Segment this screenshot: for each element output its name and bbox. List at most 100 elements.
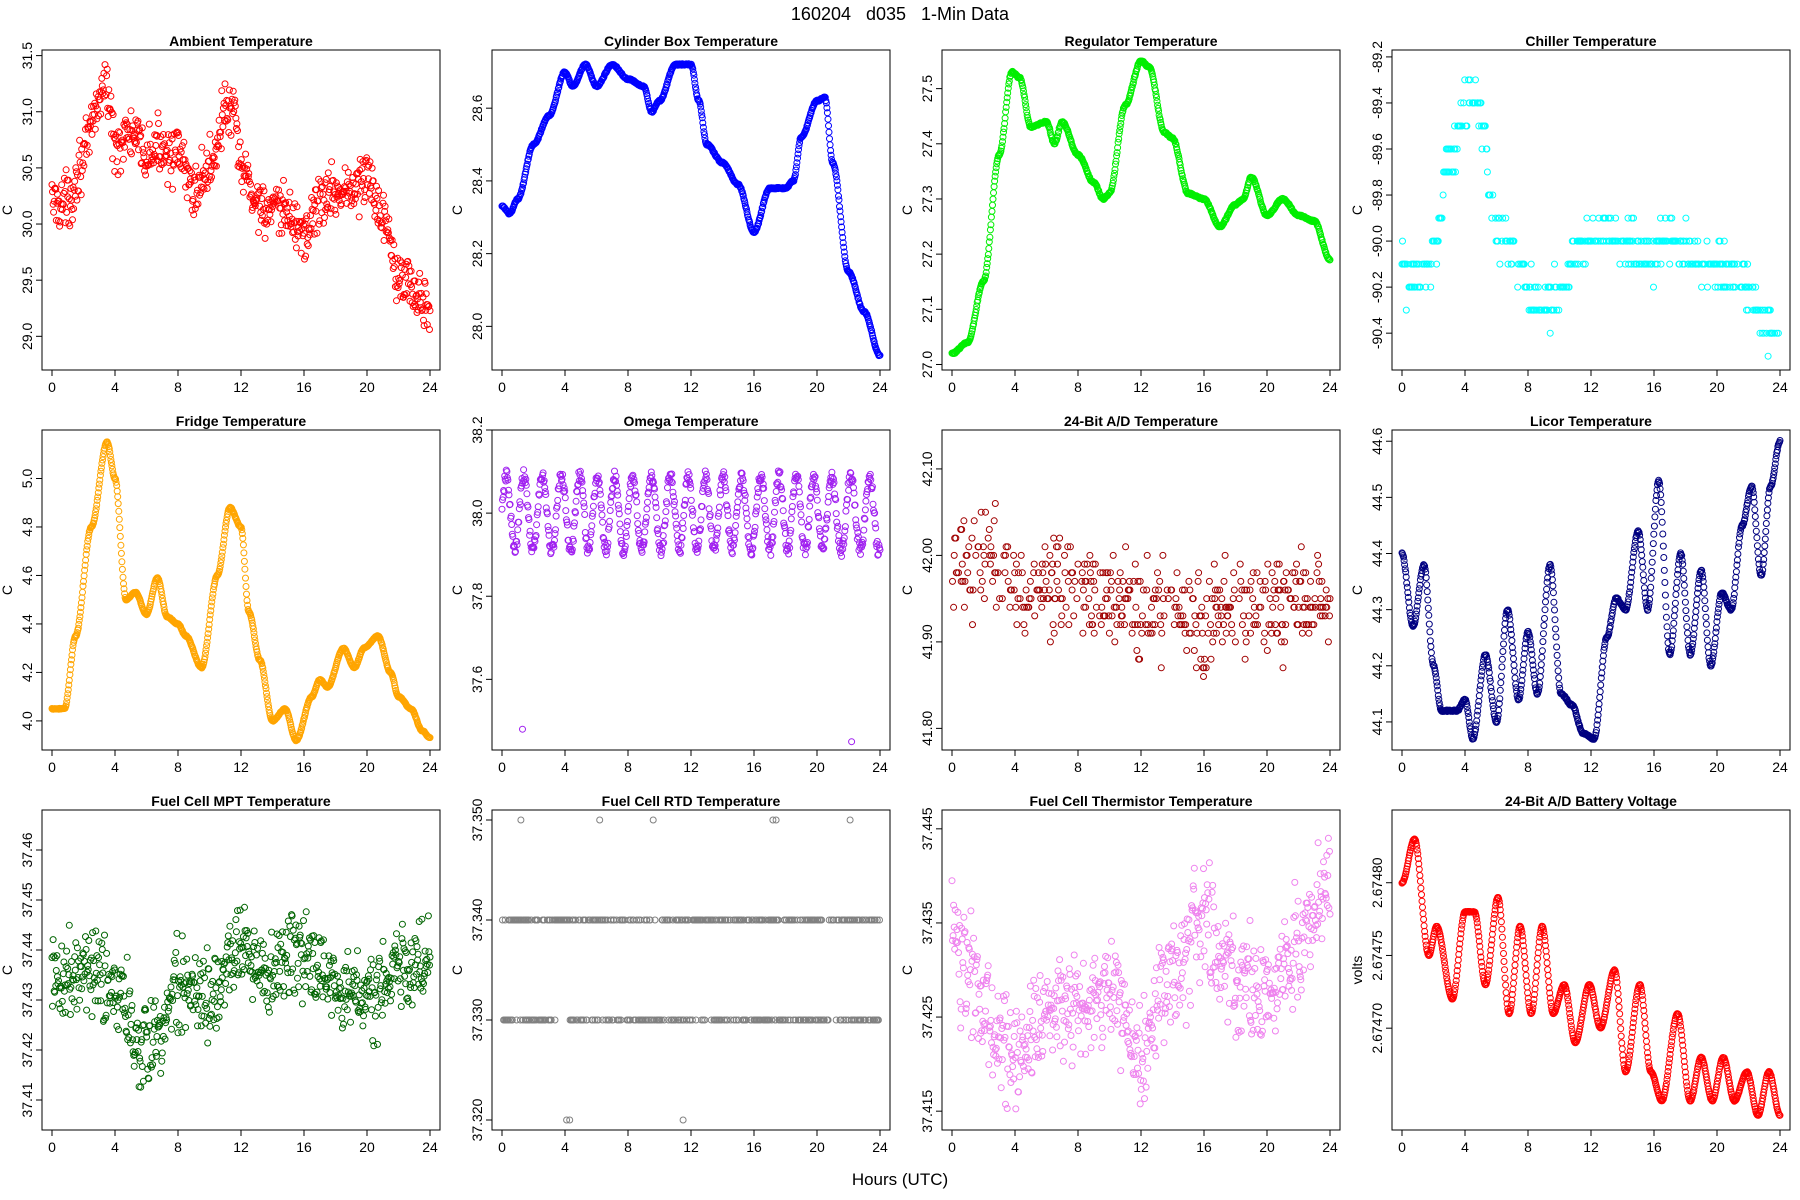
data-point bbox=[93, 105, 101, 113]
chart-title: Omega Temperature bbox=[623, 413, 758, 429]
data-point bbox=[662, 508, 670, 516]
data-point bbox=[1177, 167, 1185, 175]
data-point bbox=[743, 515, 751, 523]
data-point bbox=[261, 682, 269, 690]
data-point bbox=[1496, 695, 1504, 703]
data-point bbox=[373, 194, 381, 202]
data-point bbox=[1074, 560, 1082, 568]
data-point bbox=[69, 216, 76, 224]
x-tick-label: 20 bbox=[359, 379, 375, 395]
data-point bbox=[1096, 612, 1104, 620]
data-point bbox=[1164, 595, 1172, 603]
data-point bbox=[1486, 191, 1494, 199]
data-point bbox=[985, 526, 993, 533]
data-point bbox=[1627, 260, 1635, 268]
data-point bbox=[1326, 256, 1334, 264]
data-point bbox=[841, 527, 849, 535]
data-point bbox=[1290, 603, 1298, 611]
data-point bbox=[1324, 595, 1332, 603]
data-point bbox=[691, 79, 699, 87]
data-point bbox=[113, 487, 121, 495]
data-point bbox=[238, 526, 246, 534]
data-point bbox=[390, 241, 398, 249]
data-point bbox=[420, 316, 427, 324]
data-point bbox=[1036, 586, 1044, 594]
data-point bbox=[1415, 585, 1423, 593]
data-point bbox=[588, 512, 596, 520]
data-point bbox=[1520, 655, 1528, 663]
data-point bbox=[1528, 650, 1536, 658]
data-series bbox=[48, 61, 434, 333]
data-point bbox=[1704, 283, 1711, 291]
data-point bbox=[401, 291, 409, 299]
data-point bbox=[62, 166, 70, 174]
data-point bbox=[843, 501, 850, 509]
data-point bbox=[1449, 168, 1457, 176]
data-point bbox=[236, 138, 244, 146]
data-point bbox=[999, 133, 1007, 141]
data-point bbox=[663, 81, 671, 88]
data-point bbox=[1648, 260, 1656, 268]
x-tick-label: 0 bbox=[498, 379, 506, 395]
data-point bbox=[1402, 306, 1410, 314]
data-point bbox=[764, 533, 772, 541]
data-point bbox=[359, 158, 367, 166]
data-point bbox=[561, 487, 569, 495]
data-point bbox=[1425, 611, 1433, 619]
data-point bbox=[99, 453, 107, 461]
data-point bbox=[999, 138, 1006, 146]
data-point bbox=[741, 497, 749, 504]
data-point bbox=[92, 508, 100, 516]
data-point bbox=[85, 148, 93, 156]
data-point bbox=[525, 516, 533, 523]
data-point bbox=[1278, 621, 1286, 629]
data-point bbox=[827, 147, 835, 154]
data-point bbox=[839, 239, 847, 247]
data-point bbox=[378, 641, 386, 649]
data-point bbox=[1269, 603, 1277, 611]
data-point bbox=[713, 529, 721, 537]
y-tick-label: 44.3 bbox=[1369, 596, 1385, 623]
data-point bbox=[571, 519, 578, 527]
data-point bbox=[552, 96, 560, 104]
data-point bbox=[263, 689, 270, 697]
data-point bbox=[825, 122, 832, 130]
data-point bbox=[813, 488, 821, 496]
data-point bbox=[750, 531, 758, 539]
data-point bbox=[161, 140, 168, 148]
data-point bbox=[210, 154, 218, 162]
data-point bbox=[1101, 612, 1109, 620]
data-point bbox=[1251, 621, 1259, 629]
data-point bbox=[216, 565, 224, 573]
data-point bbox=[792, 470, 800, 478]
data-point bbox=[1487, 684, 1495, 692]
data-point bbox=[1508, 644, 1516, 651]
data-point bbox=[849, 477, 857, 485]
data-point bbox=[1092, 603, 1100, 611]
x-tick-label: 8 bbox=[1524, 759, 1532, 775]
data-point bbox=[300, 221, 307, 229]
data-point bbox=[862, 497, 870, 505]
data-point bbox=[1553, 306, 1561, 314]
data-point bbox=[868, 327, 876, 335]
x-tick-label: 16 bbox=[296, 379, 312, 395]
data-point bbox=[703, 476, 711, 483]
data-point bbox=[150, 159, 158, 167]
data-point bbox=[832, 496, 840, 504]
data-point bbox=[1546, 329, 1554, 337]
data-point bbox=[830, 475, 837, 483]
data-point bbox=[1143, 551, 1151, 559]
data-point bbox=[259, 668, 267, 675]
x-tick-label: 0 bbox=[948, 379, 956, 395]
data-point bbox=[975, 289, 983, 297]
data-point bbox=[1510, 237, 1518, 245]
x-tick-label: 8 bbox=[1074, 379, 1082, 395]
data-point bbox=[760, 484, 768, 492]
data-point bbox=[248, 190, 255, 198]
data-point bbox=[869, 500, 877, 508]
data-point bbox=[74, 624, 82, 632]
data-point bbox=[615, 510, 623, 518]
data-point bbox=[552, 512, 560, 520]
data-point bbox=[811, 473, 819, 481]
data-point bbox=[206, 616, 214, 623]
